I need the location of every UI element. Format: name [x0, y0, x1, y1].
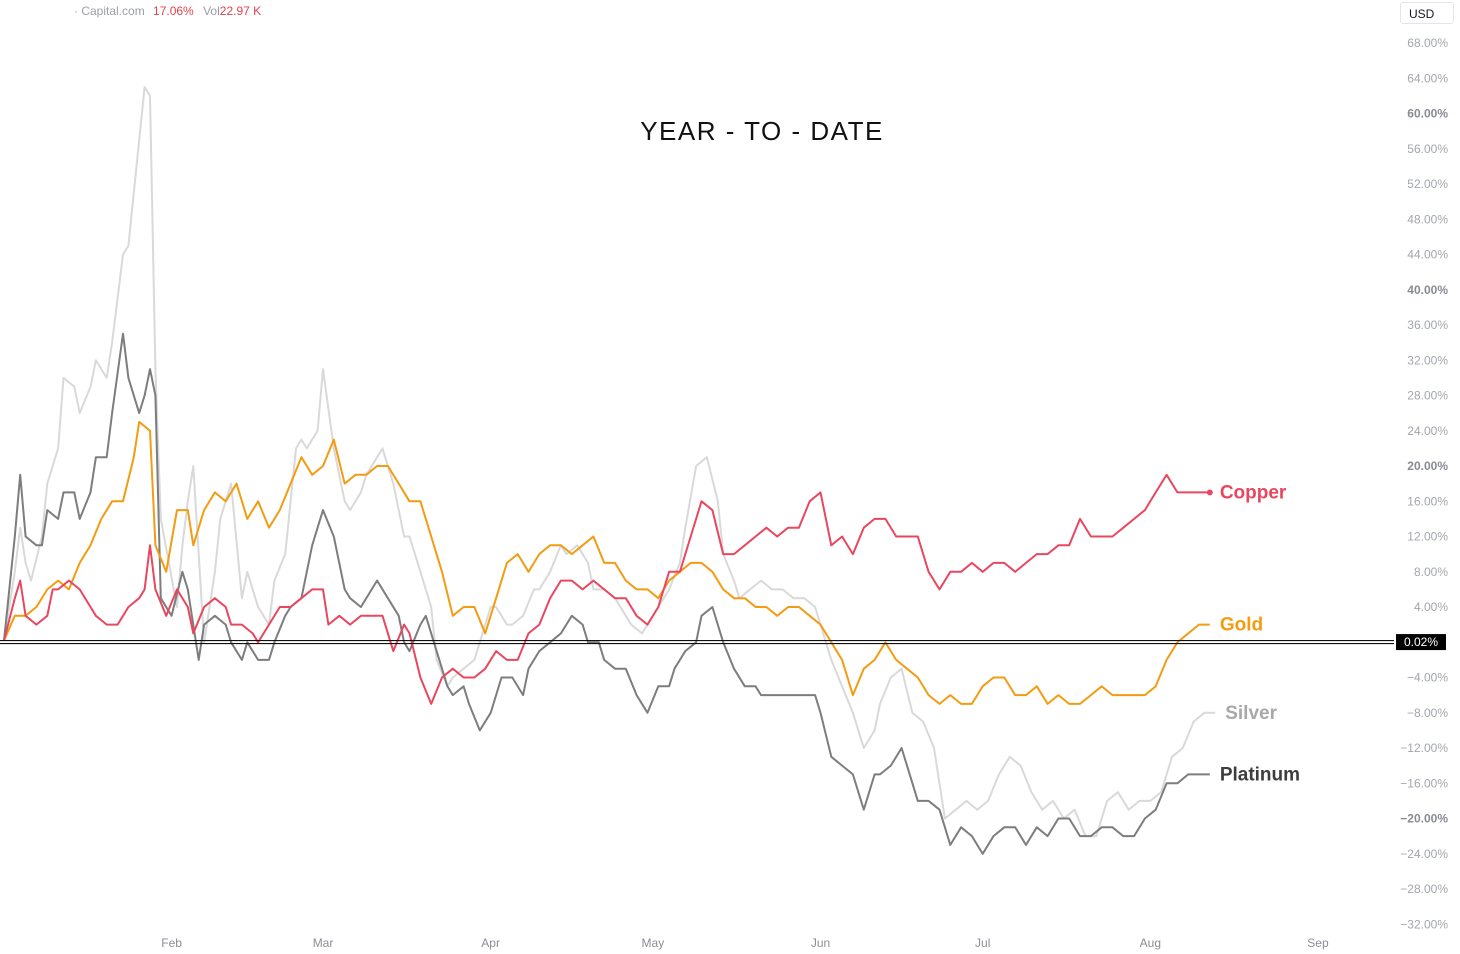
- y-tick-label: 16.00%: [1407, 494, 1448, 508]
- y-tick-label: −28.00%: [1400, 882, 1448, 896]
- baseline-badge: [1396, 634, 1446, 651]
- series-label-platinum: Platinum: [1220, 764, 1300, 785]
- y-tick-label: −16.00%: [1400, 776, 1448, 790]
- y-tick-label: 4.00%: [1414, 600, 1448, 614]
- y-tick-label: 8.00%: [1414, 565, 1448, 579]
- x-tick-label: Feb: [161, 936, 182, 950]
- series-label-gold: Gold: [1220, 615, 1263, 636]
- y-tick-label: −24.00%: [1400, 847, 1448, 861]
- y-tick-label: −32.00%: [1400, 917, 1448, 931]
- x-tick-label: Mar: [313, 936, 334, 950]
- y-tick-label: 60.00%: [1407, 107, 1448, 121]
- y-tick-label: 64.00%: [1407, 71, 1448, 85]
- series-line-platinum: [3, 332, 1210, 855]
- x-tick-label: Apr: [481, 936, 500, 950]
- y-tick-label: −20.00%: [1400, 812, 1448, 826]
- y-tick-label: 56.00%: [1407, 142, 1448, 156]
- series-line-gold: [3, 420, 1210, 705]
- series-label-copper: Copper: [1220, 482, 1287, 503]
- chart-title: YEAR - TO - DATE: [640, 116, 884, 146]
- series-layer: [3, 86, 1216, 855]
- baseline: 0.02%: [0, 634, 1446, 651]
- y-tick-label: 28.00%: [1407, 389, 1448, 403]
- x-axis: Feb Mar Apr May Jun Jul Aug Sep: [161, 936, 1329, 950]
- volume-label: Vol: [203, 4, 220, 18]
- x-tick-label: Sep: [1307, 936, 1329, 950]
- y-tick-label: 24.00%: [1407, 424, 1448, 438]
- y-tick-label: −4.00%: [1407, 671, 1448, 685]
- volume-value: 22.97 K: [219, 4, 262, 18]
- series-line-silver: [3, 86, 1216, 838]
- y-tick-label: −8.00%: [1407, 706, 1448, 720]
- x-tick-label: May: [642, 936, 665, 950]
- y-tick-label: 44.00%: [1407, 248, 1448, 262]
- x-tick-label: Aug: [1140, 936, 1161, 950]
- y-tick-label: 32.00%: [1407, 353, 1448, 367]
- y-tick-label: 36.00%: [1407, 318, 1448, 332]
- y-tick-label: 12.00%: [1407, 530, 1448, 544]
- series-line-copper: [3, 473, 1210, 705]
- change-percent: 17.06%: [153, 4, 194, 18]
- y-tick-label: 68.00%: [1407, 36, 1448, 50]
- y-axis: 68.00% 64.00% 60.00% 56.00% 52.00% 48.00% 44.0…: [1400, 36, 1448, 931]
- series-labels: Silver Platinum Gold Copper: [1206, 482, 1300, 785]
- y-tick-label: 20.00%: [1407, 459, 1448, 473]
- series-label-silver: Silver: [1225, 703, 1277, 724]
- y-tick-label: −12.00%: [1400, 741, 1448, 755]
- y-tick-label: 40.00%: [1407, 283, 1448, 297]
- x-tick-label: Jun: [811, 936, 830, 950]
- copper-end-dot: [1206, 489, 1213, 496]
- symbol-info: · Capital.com 17.06% Vol22.97 K: [74, 4, 261, 18]
- y-tick-label: 48.00%: [1407, 212, 1448, 226]
- source-label: · Capital.com: [74, 4, 145, 18]
- x-tick-label: Jul: [975, 936, 990, 950]
- y-tick-label: 52.00%: [1407, 177, 1448, 191]
- baseline-value-label: 0.02%: [1404, 635, 1438, 649]
- currency-button[interactable]: USD: [1400, 2, 1454, 24]
